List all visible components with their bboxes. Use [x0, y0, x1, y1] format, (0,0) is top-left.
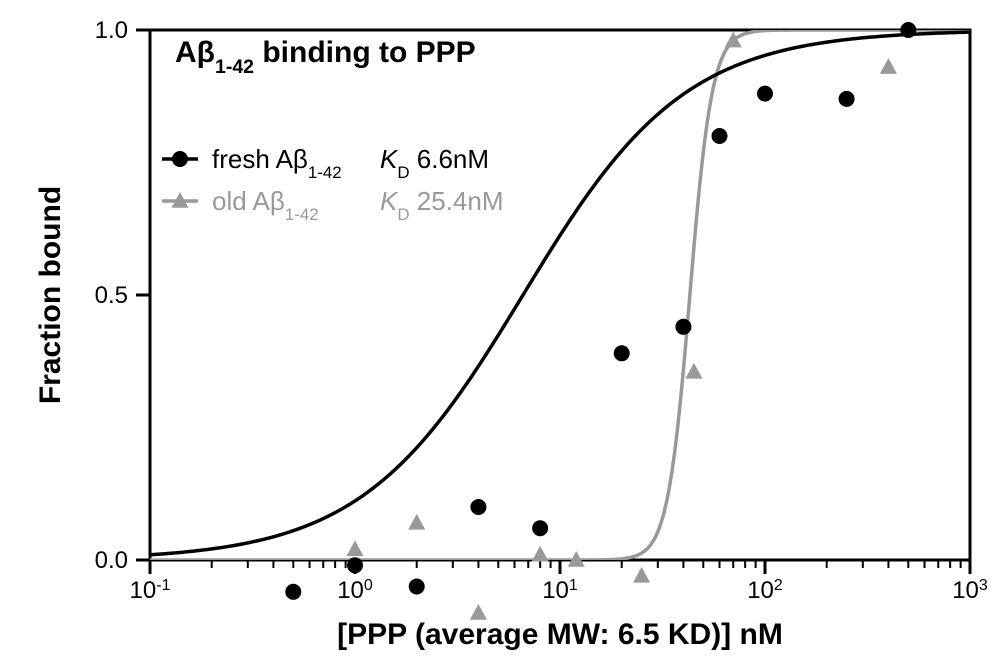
point-fresh — [614, 345, 630, 361]
point-fresh — [900, 22, 916, 38]
x-axis-label: [PPP (average MW: 6.5 KD)] nM — [337, 618, 783, 651]
point-fresh — [285, 584, 301, 600]
point-fresh — [532, 520, 548, 536]
svg-text:0.5: 0.5 — [95, 282, 128, 309]
point-fresh — [409, 579, 425, 595]
y-axis-label: Fraction bound — [34, 186, 67, 404]
point-fresh — [839, 91, 855, 107]
binding-chart: 10-1100101102103[PPP (average MW: 6.5 KD… — [0, 0, 1000, 662]
point-fresh — [757, 86, 773, 102]
svg-text:1.0: 1.0 — [95, 17, 128, 44]
svg-text:0.0: 0.0 — [95, 547, 128, 574]
point-fresh — [347, 557, 363, 573]
point-fresh — [712, 128, 728, 144]
point-fresh — [470, 499, 486, 515]
point-fresh — [675, 319, 691, 335]
chart-svg: 10-1100101102103[PPP (average MW: 6.5 KD… — [0, 0, 1000, 662]
